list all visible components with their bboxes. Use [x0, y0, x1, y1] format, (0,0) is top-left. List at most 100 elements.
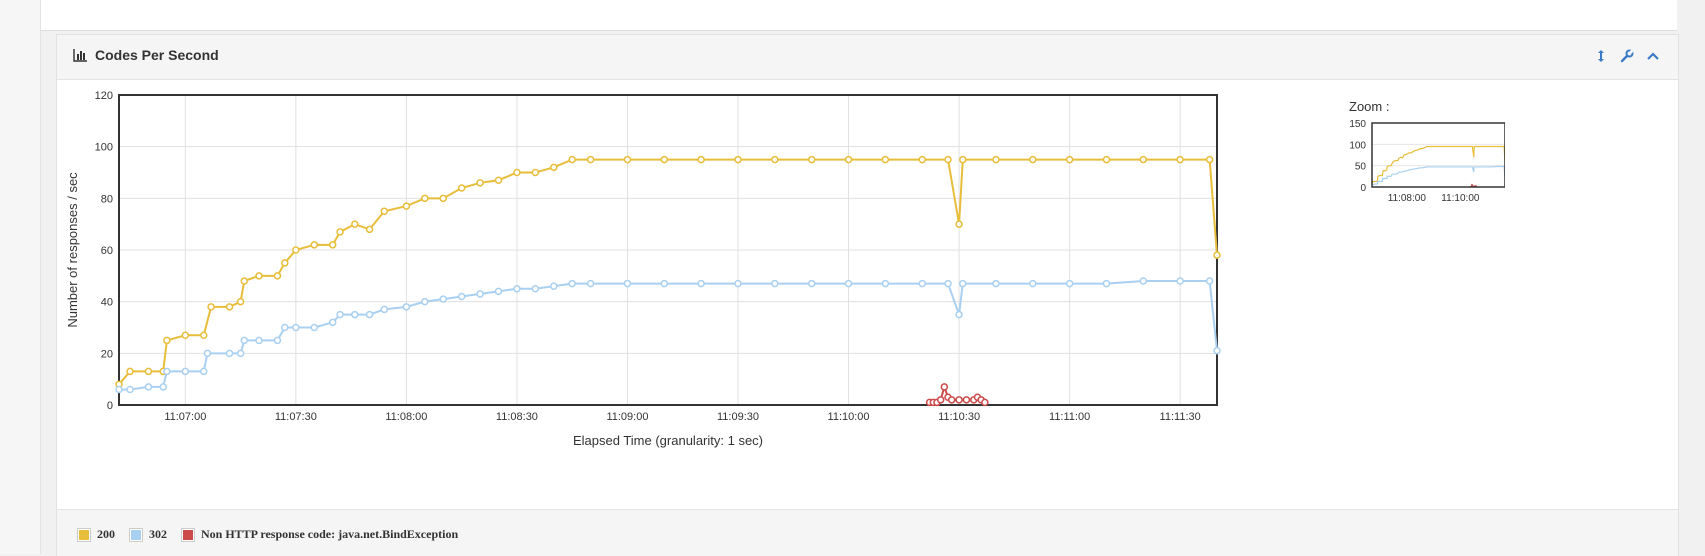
x-tick-label: 11:08:00	[385, 411, 427, 423]
x-tick-label: 11:09:00	[606, 411, 648, 423]
series-1	[115, 155, 1221, 389]
series-3	[925, 383, 989, 407]
data-point	[310, 241, 319, 249]
data-point	[697, 279, 705, 288]
data-point	[844, 279, 853, 288]
data-point	[1176, 277, 1184, 285]
data-point	[586, 279, 595, 288]
codes-per-second-panel: Codes Per Second 0 20 40 60 80 100 120 11:07:00…	[56, 34, 1679, 556]
data-point	[328, 318, 337, 327]
data-point	[697, 155, 705, 164]
data-point	[351, 310, 359, 319]
x-tick-label: 11:11:00	[1049, 411, 1090, 423]
wrench-icon[interactable]	[1620, 47, 1634, 65]
zoom-overview-chart[interactable]: 0 50 100 150 11:08:00 11:10:00	[1345, 117, 1505, 217]
data-point	[236, 349, 245, 358]
data-point	[1139, 277, 1148, 285]
panel-title: Codes Per Second	[73, 47, 219, 63]
data-point	[273, 336, 282, 345]
legend-label: 200	[97, 527, 115, 541]
panel-title-text: Codes Per Second	[95, 47, 219, 63]
data-point	[531, 168, 540, 177]
legend-item[interactable]: Non HTTP response code: java.net.BindExc…	[181, 527, 458, 542]
y-tick-label: 0	[107, 400, 113, 412]
data-point	[1213, 251, 1221, 259]
data-point	[144, 383, 153, 391]
data-point	[1029, 155, 1037, 164]
data-point	[660, 279, 669, 288]
x-tick-label: 11:08:30	[496, 411, 538, 423]
data-point	[944, 279, 952, 288]
vertical-resize-icon[interactable]	[1594, 47, 1608, 65]
data-point	[240, 336, 249, 345]
data-point	[1176, 155, 1184, 164]
data-point	[236, 297, 245, 306]
data-point	[807, 279, 816, 288]
legend-item[interactable]: 302	[129, 527, 167, 542]
chevron-up-icon[interactable]	[1646, 47, 1660, 65]
data-point	[734, 279, 742, 288]
legend-item[interactable]: 200	[77, 527, 115, 542]
y-axis-label: Number of responses / sec	[65, 172, 80, 328]
data-point	[623, 279, 632, 288]
data-point	[981, 398, 989, 407]
data-point	[955, 220, 963, 228]
data-point	[918, 279, 926, 288]
data-point	[351, 220, 359, 228]
grid	[119, 94, 1217, 406]
y-tick-label: 40	[101, 297, 113, 309]
previous-panel-bottom	[41, 0, 1677, 31]
data-point	[1102, 155, 1111, 164]
data-point	[225, 303, 234, 311]
data-point	[476, 179, 484, 187]
data-point	[115, 385, 123, 394]
zoom-series-line-1	[1371, 145, 1505, 184]
legend-swatch	[181, 527, 195, 542]
data-point	[1065, 279, 1074, 288]
x-tick-label: 11:09:30	[717, 411, 759, 423]
x-tick-label: 11:07:30	[275, 411, 317, 423]
data-point	[328, 241, 337, 249]
data-point	[494, 287, 503, 296]
data-point	[126, 367, 134, 376]
legend-label: 302	[149, 527, 167, 541]
data-point	[513, 285, 521, 293]
data-point	[660, 155, 669, 164]
data-point	[144, 367, 153, 376]
data-point	[292, 323, 300, 332]
data-point	[944, 155, 952, 164]
zoom-y-tick-label: 0	[1360, 183, 1366, 194]
data-point	[881, 155, 890, 164]
data-point	[207, 303, 215, 311]
x-tick-label: 11:10:00	[828, 411, 870, 423]
data-point	[439, 295, 447, 303]
data-point	[1029, 279, 1037, 288]
data-point	[1065, 155, 1074, 164]
x-axis-label: Elapsed Time (granularity: 1 sec)	[573, 433, 763, 448]
zoom-x-tick-label: 11:10:00	[1441, 193, 1480, 204]
data-point	[365, 225, 374, 234]
legend-label: Non HTTP response code: java.net.BindExc…	[201, 527, 459, 541]
y-tick-label: 20	[101, 348, 113, 360]
zoom-plot-border	[1371, 122, 1505, 188]
data-point	[402, 202, 411, 210]
data-point	[1102, 279, 1111, 288]
codes-per-second-chart: 0 20 40 60 80 100 120 11:07:00 11:07:30 11:08:00 1…	[65, 90, 1221, 448]
data-point	[623, 155, 632, 164]
data-point	[586, 155, 595, 164]
data-point	[1139, 155, 1148, 164]
data-point	[918, 155, 926, 164]
data-point	[955, 396, 963, 404]
data-point	[992, 155, 1000, 164]
zoom-label: Zoom :	[1349, 99, 1390, 114]
data-point	[402, 303, 411, 311]
data-point	[281, 323, 289, 332]
y-tick-label: 80	[101, 193, 113, 205]
data-point	[255, 336, 263, 345]
data-point	[163, 336, 171, 345]
data-point	[421, 297, 429, 306]
x-tick-label: 11:11:30	[1160, 411, 1201, 423]
data-point	[439, 194, 447, 203]
zoom-series-line-2	[1372, 165, 1505, 186]
data-point	[336, 228, 344, 236]
